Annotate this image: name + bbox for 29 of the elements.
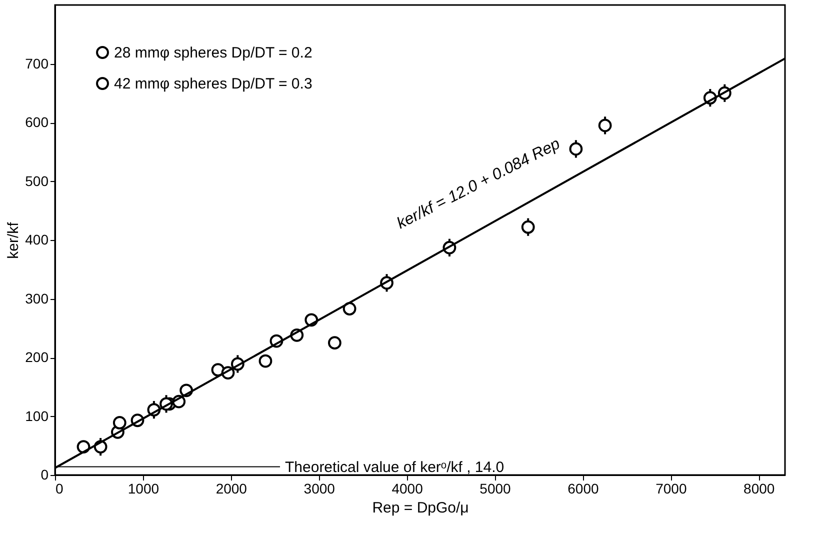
y-tick-label: 0: [40, 466, 49, 482]
x-tick-label: 4000: [392, 480, 424, 496]
x-tick-label: 2000: [216, 480, 248, 496]
point: [521, 220, 535, 234]
legend-label: 28 mmφ spheres Dp/DT = 0.2: [114, 44, 312, 62]
y-tick-label: 400: [25, 232, 49, 248]
x-tick-label: 3000: [304, 480, 336, 496]
x-tick-label: 6000: [568, 480, 599, 496]
x-tick-label: 5000: [480, 480, 512, 496]
legend-label: 42 mmφ spheres Dp/DT = 0.3: [114, 76, 312, 92]
x-tick-label: 1000: [128, 480, 160, 496]
annotation: Theoretical value of kerᵒ/kf , 14.0: [285, 458, 504, 476]
y-tick-label: 200: [25, 349, 49, 365]
y-tick-label: 500: [25, 172, 49, 189]
y-tick-label: 100: [25, 408, 49, 424]
point: [328, 336, 342, 350]
x-tick-label: 7000: [656, 480, 687, 496]
x-tick-label: 8000: [744, 480, 775, 496]
y-axis-title: ker/kf: [5, 221, 22, 259]
y-tick-label: 700: [25, 55, 49, 72]
y-tick-label: 300: [25, 290, 49, 306]
x-tick-label: 0: [56, 480, 64, 496]
point: [258, 354, 272, 368]
point: [598, 118, 612, 132]
y-tick-label: 600: [25, 114, 49, 130]
x-axis-title: Rep = DpGo/μ: [372, 500, 469, 516]
point: [342, 302, 356, 316]
point: [569, 142, 583, 156]
point: [112, 416, 126, 430]
